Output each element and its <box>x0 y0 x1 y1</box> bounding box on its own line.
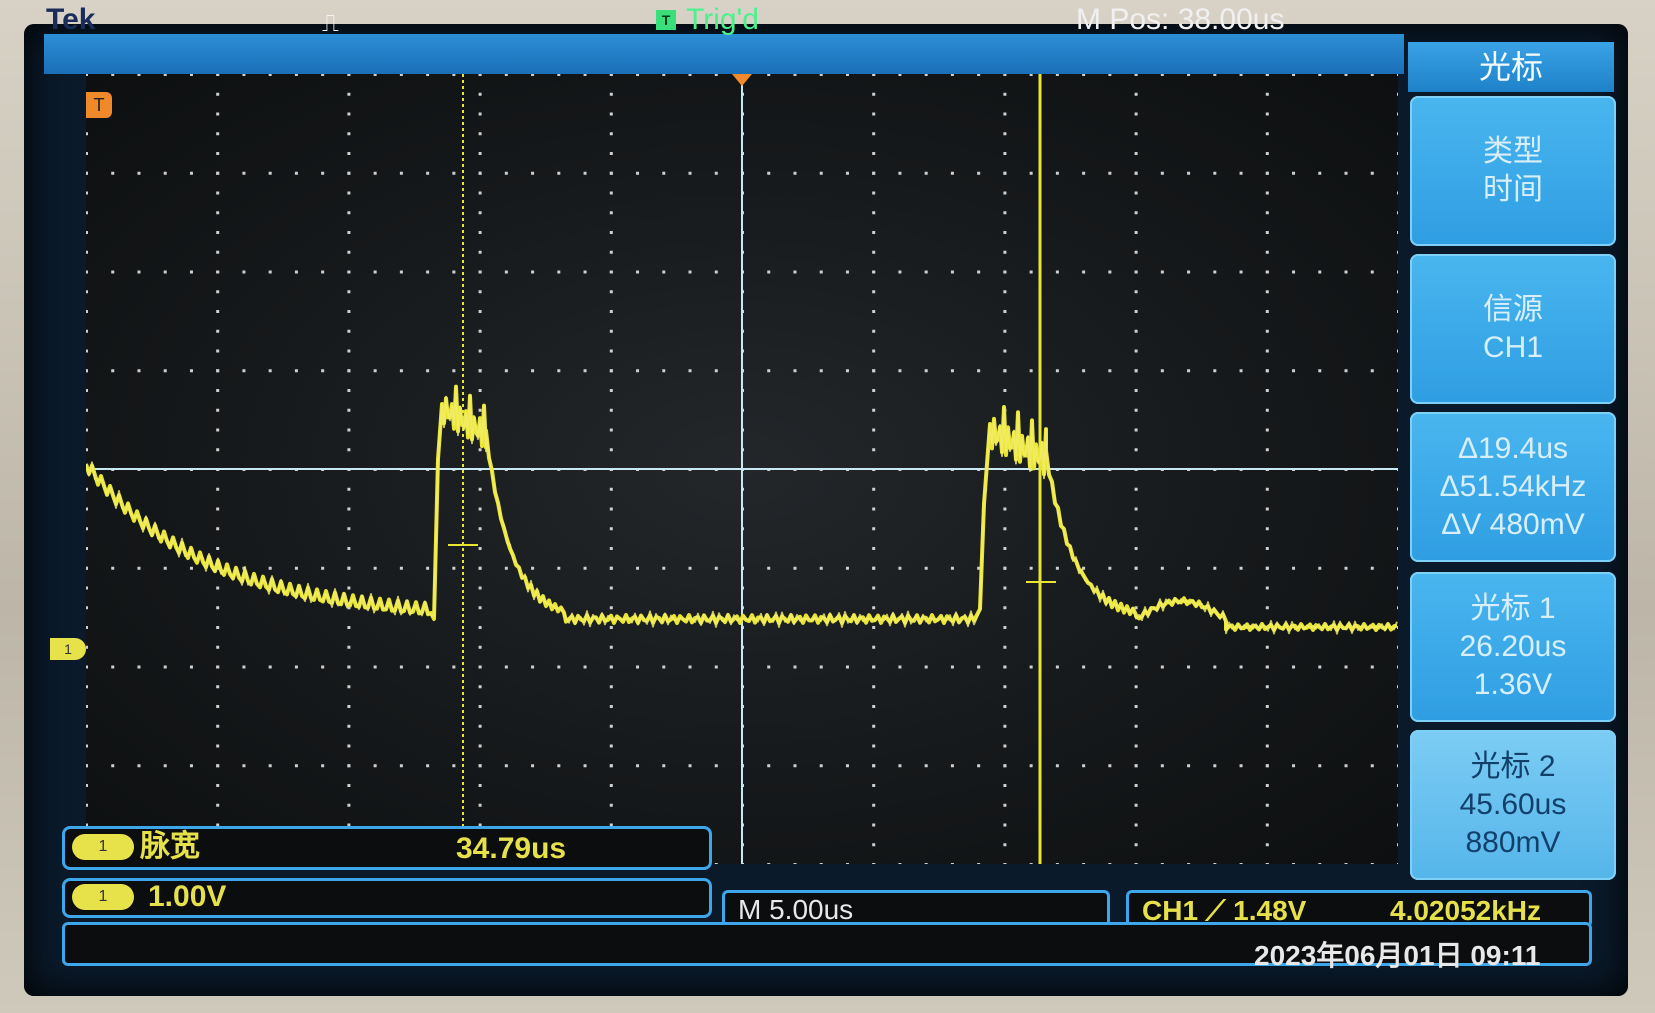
vertical-channel-badge: 1 <box>72 884 134 910</box>
delta-frequency: Δ51.54kHz <box>1439 470 1587 503</box>
trigger-level: CH1 ⟋ 1.48V <box>1142 895 1307 926</box>
vertical-scale-box <box>62 878 712 918</box>
cursor-type-button[interactable]: 类型 时间 <box>1410 96 1616 246</box>
m-pos-readout: M Pos: 38.00us <box>1076 3 1285 36</box>
channel1-level-marker: 1 <box>50 638 86 660</box>
delta-voltage: ΔV 480mV <box>1441 508 1585 541</box>
cursor-1-time: 26.20us <box>1459 630 1567 663</box>
datetime-bar <box>62 922 1592 966</box>
menu-item-value: 时间 <box>1483 173 1543 206</box>
cursor-2-button[interactable]: 光标 2 45.60us 880mV <box>1410 730 1616 880</box>
brand-label: Tek <box>46 3 96 36</box>
cursor-2-label: 光标 2 <box>1470 750 1556 783</box>
horizontal-scale: M 5.00us <box>738 894 854 925</box>
graticule-svg <box>86 74 1398 864</box>
cursor-menu-title: 光标 <box>1408 42 1614 92</box>
trigger-badge: T <box>656 10 676 30</box>
trigger-status: Trig'd <box>686 3 759 36</box>
measurement-label: 脉宽 <box>140 830 200 863</box>
measurement-readout-box <box>62 826 712 870</box>
datetime-readout: 2023年06月01日 09:11 <box>1254 940 1541 971</box>
pulse-icon: ⎍ <box>322 10 339 37</box>
vertical-scale: 1.00V <box>148 880 227 913</box>
menu-item-label: 信源 <box>1483 293 1543 326</box>
menu-item-label: 类型 <box>1483 135 1543 168</box>
cursor-1-voltage: 1.36V <box>1473 668 1553 701</box>
cursor-2-time: 45.60us <box>1459 788 1567 821</box>
graticule-grid <box>86 74 1398 864</box>
measurement-channel-badge: 1 <box>72 834 134 860</box>
top-status-bar <box>44 34 1404 74</box>
trigger-readout-box <box>1126 890 1592 928</box>
cursor-2-voltage: 880mV <box>1465 826 1561 859</box>
menu-item-value: CH1 <box>1482 331 1543 364</box>
cursor-source-button[interactable]: 信源 CH1 <box>1410 254 1616 404</box>
cursor-delta-readout: Δ19.4us Δ51.54kHz ΔV 480mV <box>1410 412 1616 562</box>
trigger-frequency: 4.02052kHz <box>1390 895 1542 926</box>
trigger-position-arrow <box>732 74 752 86</box>
delta-time: Δ19.4us <box>1457 432 1569 465</box>
cursor-1-button[interactable]: 光标 1 26.20us 1.36V <box>1410 572 1616 722</box>
measurement-value: 34.79us <box>456 832 567 865</box>
trigger-marker: T <box>86 92 112 118</box>
cursor-1-label: 光标 1 <box>1470 592 1556 625</box>
ch1-waveform-ripple <box>86 385 1398 635</box>
waveform-display <box>86 74 1398 864</box>
horizontal-scale-box <box>722 890 1110 928</box>
